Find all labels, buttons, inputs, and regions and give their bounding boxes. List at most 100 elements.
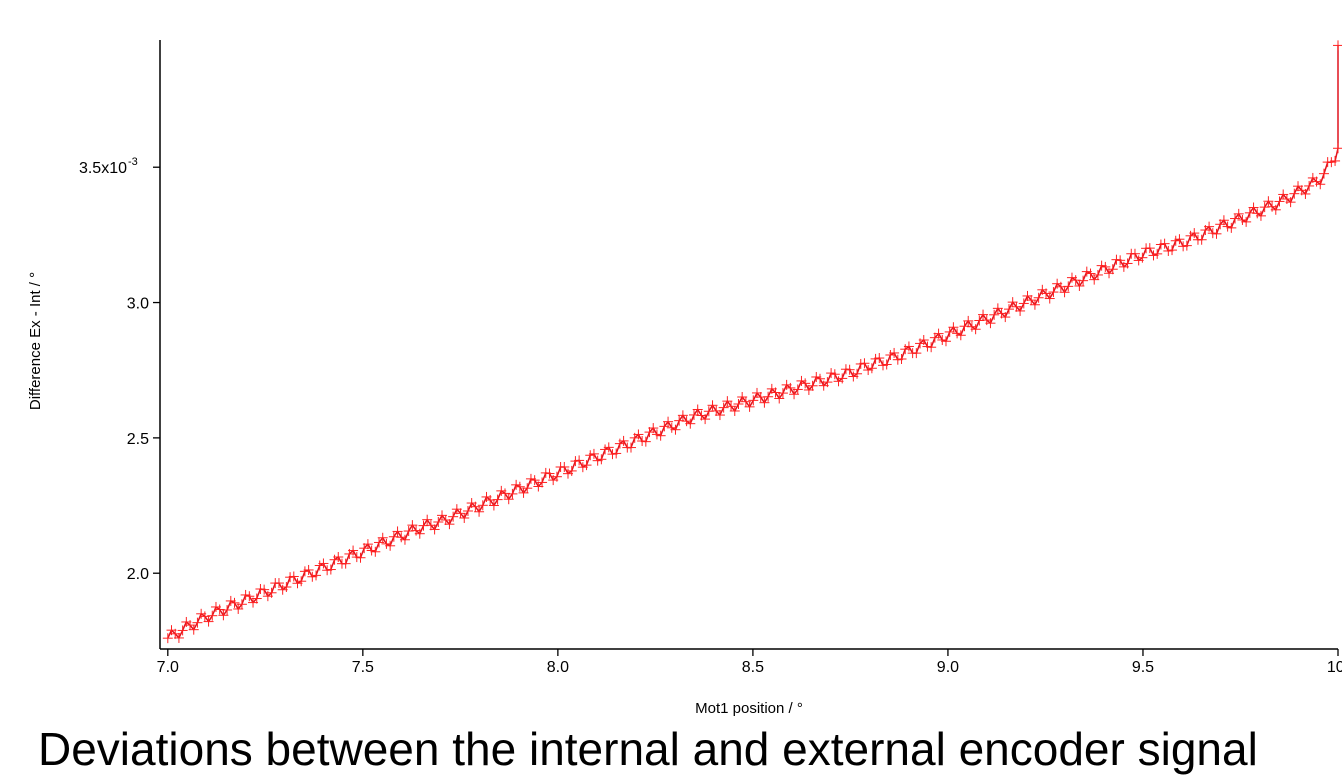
data-point xyxy=(1029,299,1040,310)
data-point xyxy=(948,322,959,333)
data-point xyxy=(492,494,503,505)
y-tick-label: 2.5 xyxy=(127,431,149,448)
y-tick-label: 3.5x10 xyxy=(79,160,127,177)
data-point xyxy=(1241,216,1252,227)
data-point xyxy=(992,303,1003,314)
data-point xyxy=(1085,268,1096,279)
data-point xyxy=(1330,155,1341,166)
data-point xyxy=(459,512,470,523)
data-point xyxy=(244,591,255,602)
data-point xyxy=(162,633,173,644)
data-point xyxy=(959,321,970,332)
data-point xyxy=(1304,180,1315,191)
data-point xyxy=(978,309,989,320)
data-point xyxy=(852,368,863,379)
data-point xyxy=(303,564,314,575)
data-point xyxy=(603,442,614,453)
data-point xyxy=(648,423,659,434)
data-point xyxy=(970,324,981,335)
x-tick-label: 9.0 xyxy=(937,659,959,676)
data-point xyxy=(355,552,366,563)
data-point xyxy=(1218,215,1229,226)
data-point xyxy=(500,488,511,499)
data-point xyxy=(774,393,785,404)
data-point xyxy=(985,318,996,329)
data-point xyxy=(733,398,744,409)
data-point xyxy=(663,416,674,427)
data-point xyxy=(537,477,548,488)
data-point xyxy=(1181,240,1192,251)
data-point xyxy=(785,382,796,393)
x-ticks: 7.0 7.5 8.0 8.5 9.0 9.5 10. xyxy=(157,649,1342,676)
data-point xyxy=(1100,261,1111,272)
data-point xyxy=(1274,196,1285,207)
data-point xyxy=(677,410,688,421)
figure-caption: Deviations between the internal and exte… xyxy=(38,723,1258,775)
data-point xyxy=(655,430,666,441)
data-point xyxy=(689,409,700,420)
x-tick-label: 8.5 xyxy=(742,659,764,676)
data-point xyxy=(940,336,951,347)
data-point xyxy=(822,377,833,388)
data-point xyxy=(918,335,929,346)
data-point xyxy=(744,401,755,412)
data-point xyxy=(1048,287,1059,298)
data-point xyxy=(1300,188,1311,199)
data-point xyxy=(618,435,629,446)
data-point xyxy=(1226,222,1237,233)
data-point xyxy=(1263,196,1274,207)
data-point xyxy=(433,517,444,528)
plot-area: 7.0 7.5 8.0 8.5 9.0 9.5 10. 2.0 2.5 3.0 3.5x10-3 xyxy=(79,40,1342,676)
data-point xyxy=(503,494,514,505)
data-point xyxy=(1092,269,1103,280)
data-point xyxy=(926,342,937,353)
data-point xyxy=(259,584,270,595)
data-point xyxy=(1152,248,1163,259)
data-point xyxy=(800,378,811,389)
data-point xyxy=(1285,197,1296,208)
data-point xyxy=(177,625,188,636)
data-point xyxy=(1129,248,1140,259)
data-point xyxy=(1044,293,1055,304)
data-point xyxy=(1167,245,1178,256)
data-point xyxy=(714,410,725,421)
data-point xyxy=(729,405,740,416)
data-point xyxy=(192,617,203,628)
data-point xyxy=(1041,288,1052,299)
data-point xyxy=(414,528,425,539)
data-point xyxy=(199,611,210,622)
data-point xyxy=(1000,312,1011,323)
data-point xyxy=(881,359,892,370)
data-point xyxy=(1015,305,1026,316)
data-point xyxy=(203,616,214,627)
data-point xyxy=(1318,168,1329,179)
data-point xyxy=(692,404,703,415)
data-point xyxy=(707,400,718,411)
data-point xyxy=(1244,207,1255,218)
data-point xyxy=(770,387,781,398)
data-point xyxy=(1315,179,1326,190)
data-point xyxy=(325,564,336,575)
data-point xyxy=(633,429,644,440)
data-point xyxy=(1003,304,1014,315)
data-point xyxy=(596,454,607,465)
data-point xyxy=(514,481,525,492)
data-point xyxy=(588,448,599,459)
y-tick-label: 3.0 xyxy=(127,296,149,313)
data-point xyxy=(470,501,481,512)
data-point xyxy=(392,526,403,537)
data-point xyxy=(544,468,555,479)
data-point xyxy=(385,540,396,551)
series-markers xyxy=(162,40,1342,644)
data-point xyxy=(807,380,818,391)
data-point xyxy=(1063,281,1074,292)
data-point xyxy=(173,632,184,643)
data-point xyxy=(740,396,751,407)
data-point xyxy=(288,571,299,582)
data-point xyxy=(311,570,322,581)
data-point xyxy=(1018,298,1029,309)
data-point xyxy=(462,505,473,516)
data-point xyxy=(1204,221,1215,232)
data-point xyxy=(911,348,922,359)
data-point xyxy=(626,442,637,453)
